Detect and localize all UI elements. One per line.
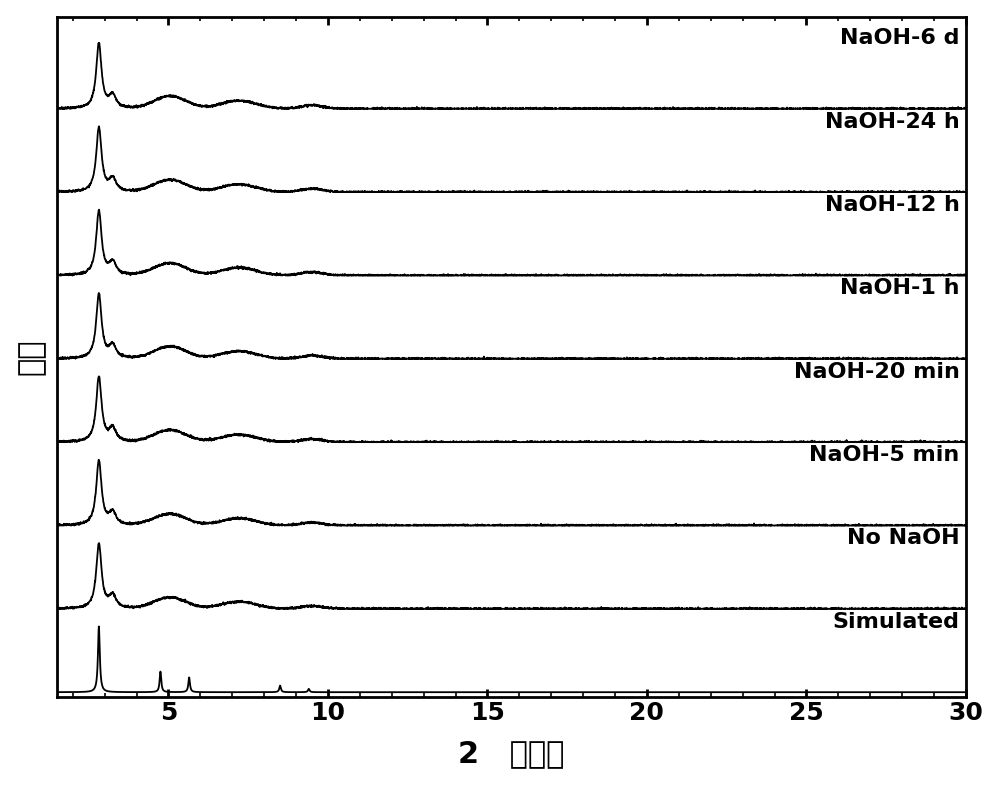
Y-axis label: 强度: 强度 <box>17 338 46 375</box>
Text: NaOH-20 min: NaOH-20 min <box>794 362 960 382</box>
Text: NaOH-1 h: NaOH-1 h <box>840 279 960 298</box>
Text: NaOH-6 d: NaOH-6 d <box>840 28 960 48</box>
Text: NaOH-24 h: NaOH-24 h <box>825 111 960 132</box>
X-axis label: 2 （度）: 2 （度） <box>458 739 565 769</box>
Text: NaOH-5 min: NaOH-5 min <box>809 445 960 465</box>
Text: NaOH-12 h: NaOH-12 h <box>825 195 960 215</box>
Text: No NaOH: No NaOH <box>847 528 960 548</box>
Text: Simulated: Simulated <box>833 612 960 632</box>
